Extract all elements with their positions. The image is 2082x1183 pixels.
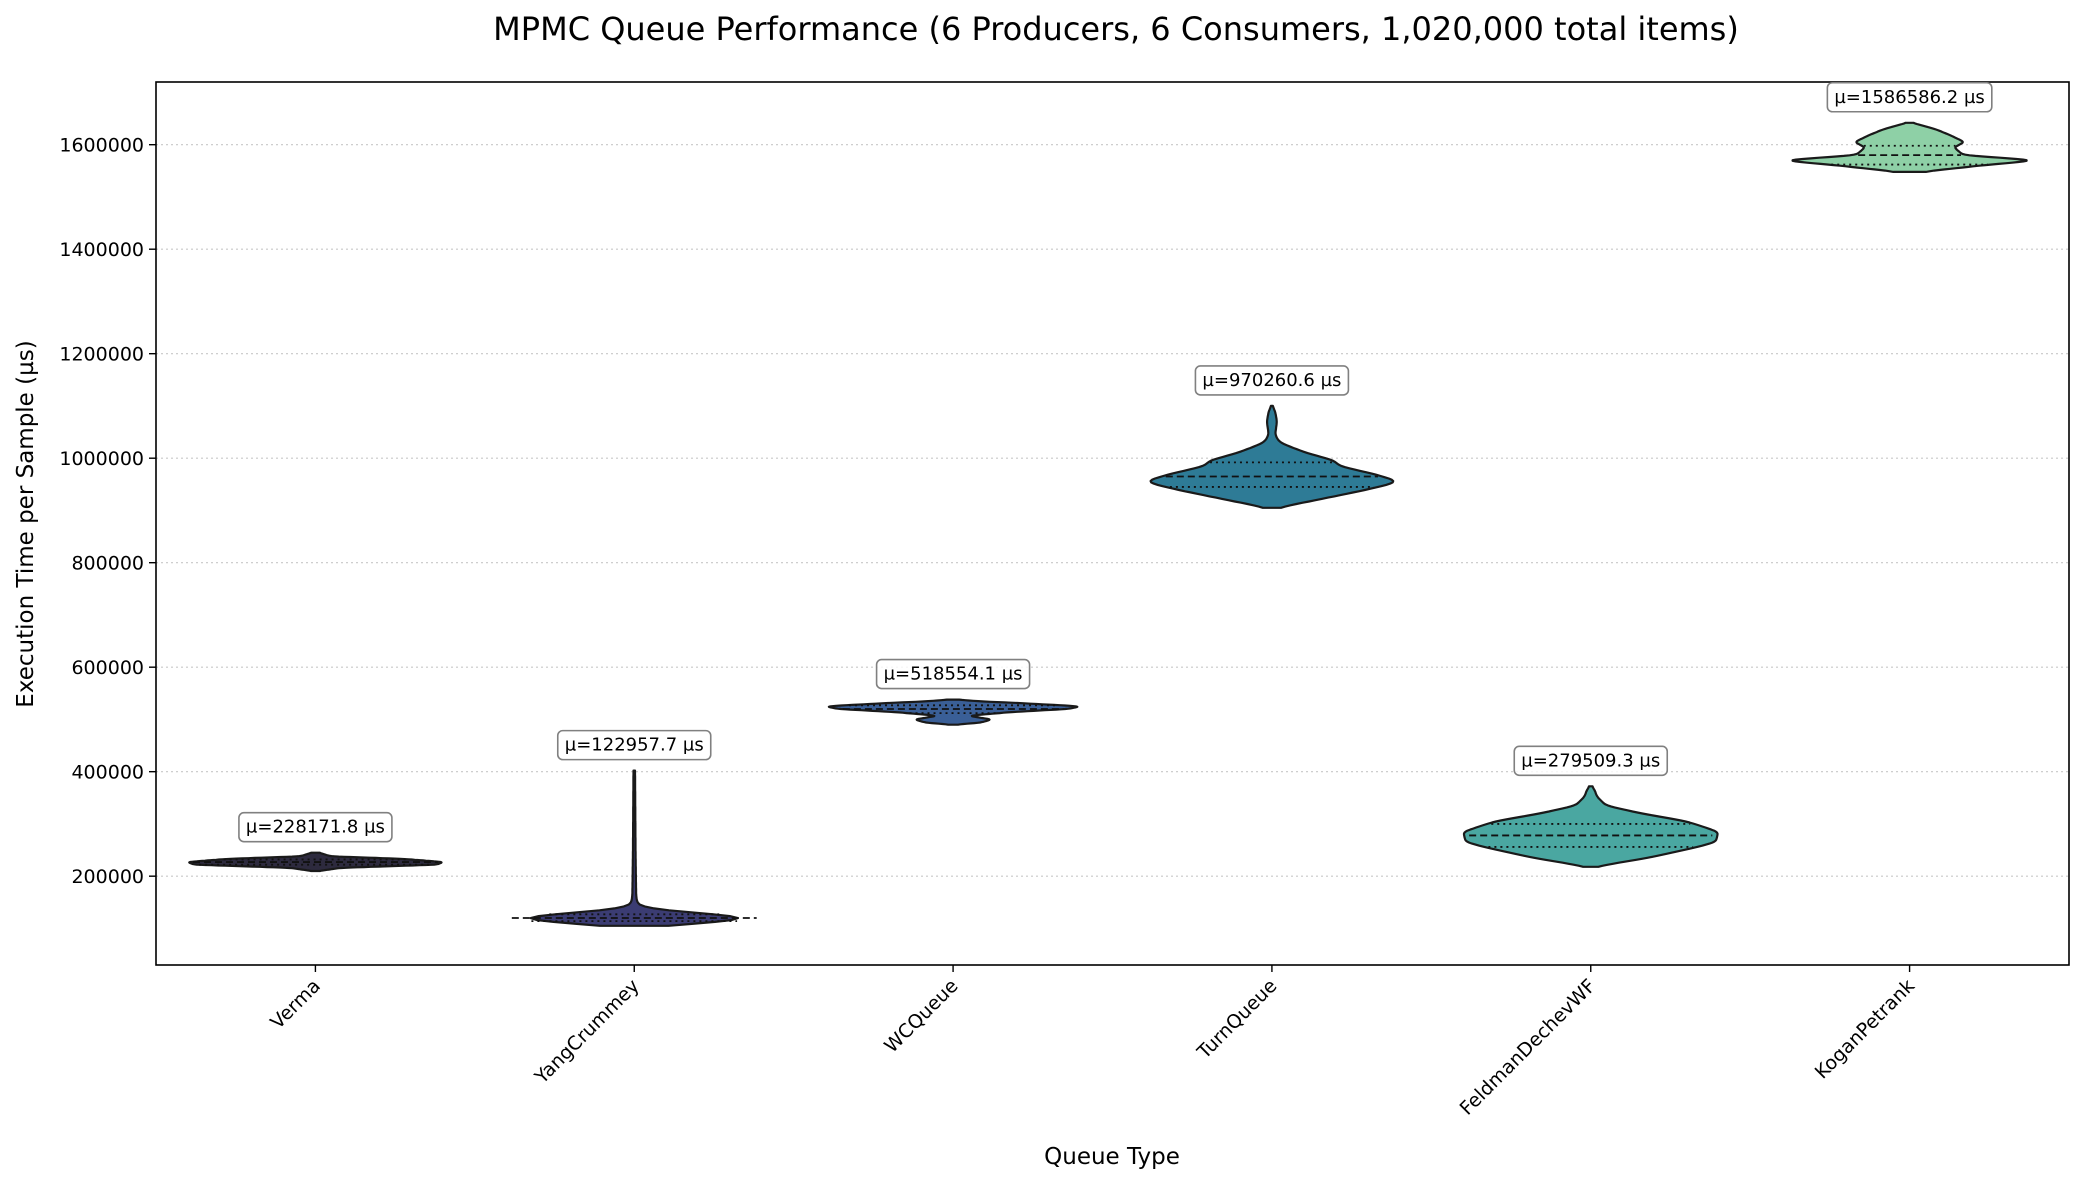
mean-label-box bbox=[875, 658, 1031, 690]
mean-label: µ=279509.3 µs bbox=[1521, 750, 1660, 771]
x-axis-label: Queue Type bbox=[1044, 1144, 1180, 1170]
plot-frame bbox=[155, 81, 2070, 966]
y-tick-label: 1600000 bbox=[59, 135, 144, 157]
mean-label: µ=228171.8 µs bbox=[246, 817, 385, 838]
y-tick-label: 600000 bbox=[71, 657, 144, 679]
violin-TurnQueue bbox=[1149, 404, 1395, 509]
mean-label-box bbox=[1194, 365, 1350, 396]
violin-FeldmanDechevWF bbox=[1462, 785, 1719, 868]
mean-label: µ=1586586.2 µs bbox=[1834, 87, 1984, 108]
y-axis-label: Execution Time per Sample (µs) bbox=[13, 340, 39, 707]
gridlines bbox=[156, 144, 2069, 877]
y-tick-label: 1200000 bbox=[59, 344, 144, 366]
mean-label-box bbox=[238, 811, 393, 843]
y-tick-label: 400000 bbox=[71, 762, 144, 784]
mean-label: µ=518554.1 µs bbox=[884, 664, 1023, 685]
mean-label: µ=122957.7 µs bbox=[565, 735, 704, 756]
violin-KoganPetrank bbox=[1791, 121, 2028, 173]
chart-title: MPMC Queue Performance (6 Producers, 6 C… bbox=[493, 10, 1739, 48]
mean-label-box bbox=[1513, 745, 1669, 777]
violins bbox=[188, 121, 2028, 927]
mean-label-box bbox=[556, 729, 712, 761]
y-tick-label: 1400000 bbox=[59, 239, 144, 261]
mean-label-box bbox=[1826, 81, 1993, 113]
mean-annotations: µ=228171.8 µs µ=122957.7 µs µ=518554.1 µs µ… bbox=[238, 81, 1993, 843]
violin-WCQueue bbox=[827, 698, 1079, 726]
y-tick-label: 200000 bbox=[71, 866, 144, 888]
mean-label: µ=970260.6 µs bbox=[1202, 370, 1341, 391]
y-tick-label: 800000 bbox=[71, 553, 144, 575]
y-tick-label: 1000000 bbox=[59, 448, 144, 470]
violin-YangCrummey bbox=[529, 769, 739, 927]
